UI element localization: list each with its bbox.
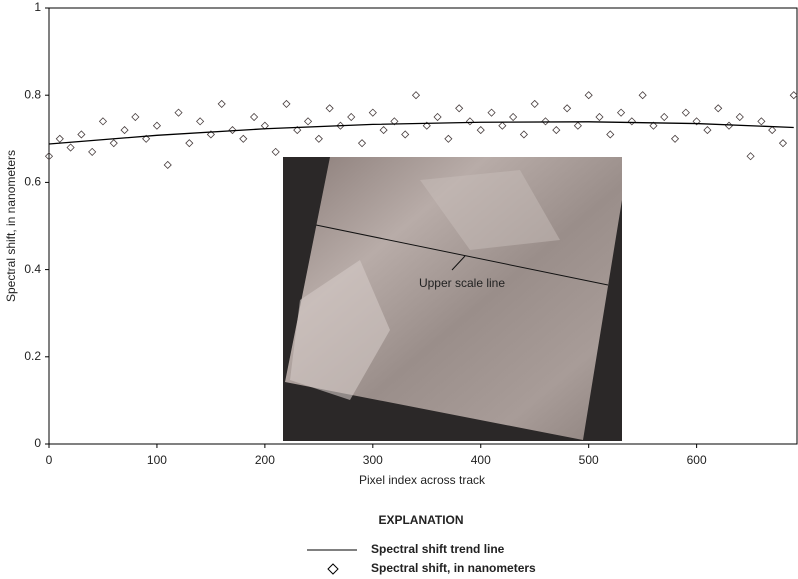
trend-line [48,121,794,145]
scatter-point [476,126,485,135]
scatter-point [217,99,226,108]
scatter-point [735,112,744,122]
scatter-point [347,112,356,122]
y-tick-label: 0.2 [24,349,41,363]
scatter-point [185,139,194,148]
annotation: Upper scale line [419,276,505,290]
legend-label: Spectral shift trend line [371,542,505,556]
scatter-point [768,126,777,135]
scatter-point [498,121,507,130]
scatter-point [778,139,788,148]
x-tick-label: 200 [255,453,275,467]
scatter-point [368,108,377,117]
scatter-point [616,108,626,117]
scatter-point [746,152,755,161]
scatter-point [606,130,615,139]
plot-frame [48,7,798,445]
scatter-point [465,117,475,126]
scatter-point [206,130,215,139]
scatter-point [142,134,151,143]
scatter-point [714,104,723,113]
scatter-point [152,121,162,130]
scatter-point [573,121,582,130]
inset-image: Upper scale line [283,157,622,441]
scatter-point [98,117,108,126]
scatter-point [228,126,237,135]
scatter-point [552,126,561,135]
scatter-point [670,134,680,143]
scatter-point [271,147,280,156]
scatter-point [174,108,183,117]
scatter-point [563,104,572,113]
y-tick-label: 0 [34,436,41,450]
x-axis-label: Pixel index across track [359,473,486,487]
x-tick-label: 600 [687,453,707,467]
scatter-point [411,91,421,100]
legend-marker [327,563,339,575]
scatter-point [120,126,129,135]
scatter-point [401,130,410,139]
scatter-point [314,134,323,143]
scatter-point [757,117,766,126]
y-tick-label: 0.4 [24,262,41,276]
scatter-point [163,160,172,170]
y-tick-label: 0.8 [24,87,41,101]
scatter-point [660,112,669,122]
scatter-point [196,117,205,126]
scatter-point [487,108,496,117]
scatter-point [681,108,690,117]
scatter-point [541,117,550,126]
scatter-point [293,126,302,135]
scatter-point [66,143,75,152]
legend-label: Spectral shift, in nanometers [371,561,536,575]
x-tick-label: 100 [147,453,167,467]
scatter-point [55,134,64,143]
scatter-point [422,121,431,130]
scatter-point [703,126,712,135]
scatter-point [584,91,593,100]
scatter-point [109,139,118,148]
scatter-point [379,126,388,135]
scatter-point [88,147,97,156]
scatter-point [250,112,259,122]
scatter-point [357,139,367,148]
scatter-point [530,99,539,108]
scatter-point [692,117,701,126]
scatter-point [509,112,518,122]
scatter-point [444,134,453,143]
scatter-point [519,130,528,139]
scatter-point [77,130,86,139]
x-tick-label: 500 [579,453,599,467]
y-tick-label: 0.6 [24,175,41,189]
scatter-point [595,112,604,122]
scatter-point [336,121,345,130]
scatter-point [239,134,248,143]
scatter-point [724,121,734,130]
legend-title: EXPLANATION [378,513,463,527]
scatter-point [638,91,647,100]
scatter-point [325,104,334,113]
scatter-point [44,152,54,161]
y-axis-label: Spectral shift, in nanometers [4,150,18,302]
scatter-point [433,112,442,122]
scatter-point [131,112,140,122]
scatter-point [649,121,658,130]
scatter-point [390,117,399,126]
x-tick-label: 300 [363,453,383,467]
y-tick-label: 1 [34,0,41,14]
scatter-point [455,104,464,113]
scatter-point [303,117,313,126]
scatter-point [789,91,798,100]
x-tick-label: 400 [471,453,491,467]
scatter-point [282,99,291,108]
scatter-point [627,117,636,126]
x-tick-label: 0 [46,453,53,467]
